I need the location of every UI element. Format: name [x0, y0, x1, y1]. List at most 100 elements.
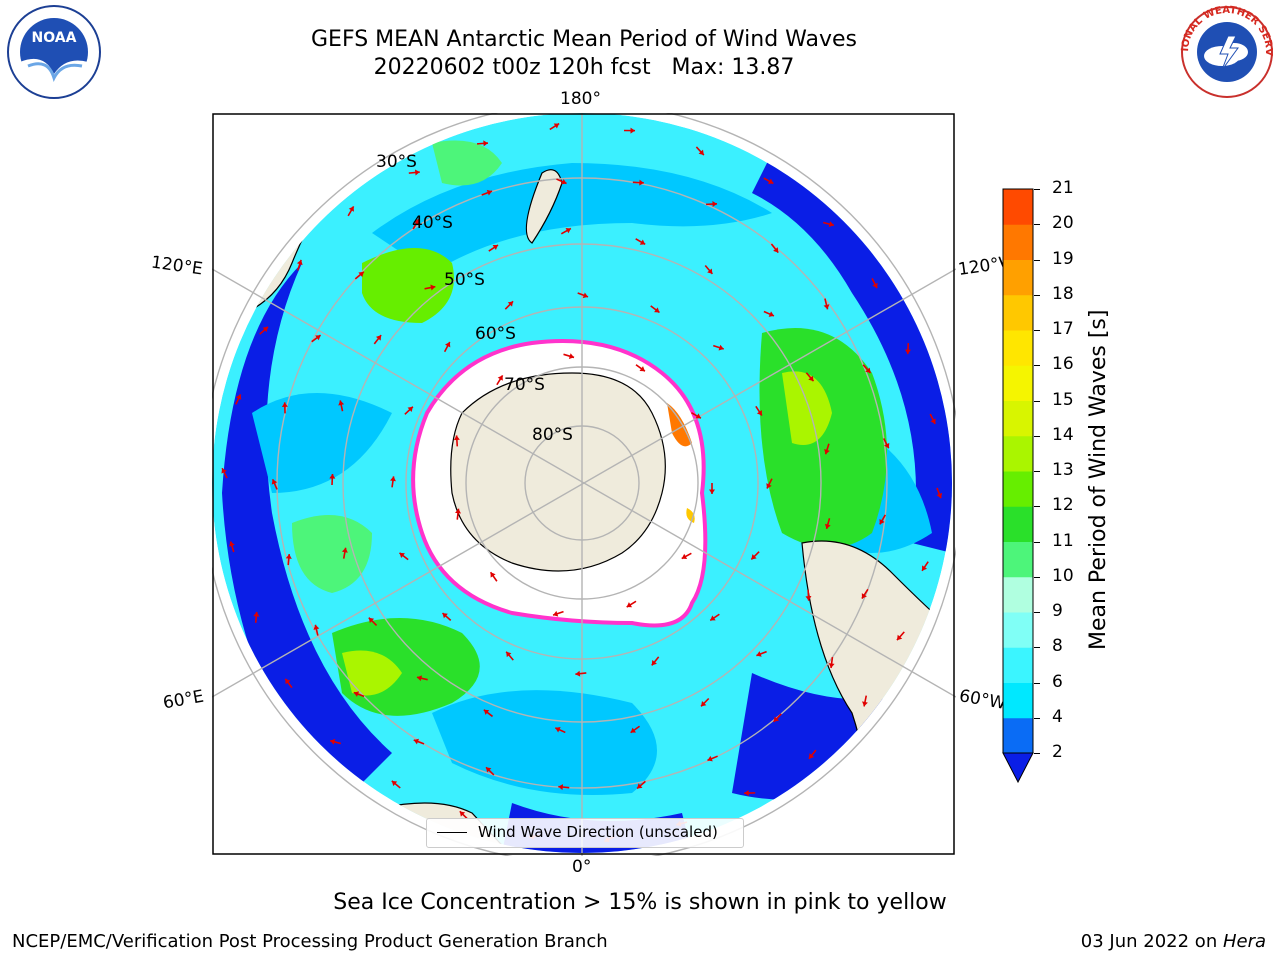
wind-wave-arrow [453, 435, 460, 447]
wind-wave-arrow [549, 122, 560, 131]
colorbar-tick-label: 20 [1052, 213, 1074, 234]
colorbar-tick [1034, 294, 1040, 296]
colorbar-tick-label: 10 [1052, 565, 1074, 586]
colorbar-tick [1034, 224, 1040, 226]
wind-wave-arrow [823, 298, 830, 310]
wind-wave-arrow [284, 678, 293, 689]
wind-wave-arrow [681, 552, 692, 560]
wind-wave-arrow [389, 476, 396, 488]
wind-wave-arrow [861, 588, 869, 600]
colorbar [1002, 188, 1034, 784]
wind-wave-arrow [556, 178, 567, 185]
wind-wave-arrow [373, 334, 382, 345]
wind-wave-arrow [862, 695, 868, 707]
colorbar-tick-label: 12 [1052, 495, 1074, 516]
colorbar-tick-label: 9 [1052, 601, 1063, 621]
wind-wave-arrow [630, 725, 641, 734]
wind-wave-arrow [496, 374, 504, 386]
colorbar-tick-label: 2 [1052, 742, 1063, 762]
wind-wave-arrow [341, 547, 348, 559]
chart-title: GEFS MEAN Antarctic Mean Period of Wind … [311, 27, 857, 52]
colorbar-segment [1003, 330, 1033, 366]
colorbar-tick [1034, 647, 1040, 649]
nws-logo: NATIONAL WEATHER SERVICE [1178, 4, 1274, 98]
wind-wave-arrow [481, 189, 493, 196]
wind-wave-arrow [424, 284, 436, 291]
wind-wave-arrow [412, 218, 420, 230]
wind-wave-arrow [756, 650, 767, 657]
wind-wave-arrow [259, 326, 269, 335]
wind-wave-arrow [871, 277, 878, 289]
colorbar-tick-label: 16 [1052, 354, 1074, 375]
colorbar-tick [1034, 682, 1040, 684]
colorbar-segment [1003, 224, 1033, 260]
wind-wave-arrow [416, 675, 428, 682]
colorbar-tick [1034, 400, 1040, 402]
colorbar-tick [1034, 435, 1040, 437]
wind-wave-arrow [404, 406, 414, 415]
wind-wave-arrow [560, 227, 572, 235]
colorbar-tick [1034, 330, 1040, 331]
lon-label-180: 180° [560, 89, 601, 109]
colorbar-segment [1003, 647, 1033, 683]
wind-wave-arrow [575, 670, 587, 677]
wind-wave-arrow [399, 552, 409, 561]
lon-label-0: 0° [572, 857, 592, 877]
wind-wave-arrow [929, 413, 936, 425]
wind-wave-arrow [485, 766, 495, 776]
wind-wave-arrow [650, 305, 660, 314]
wind-wave-arrow [563, 353, 575, 360]
wind-wave-arrow [408, 169, 420, 176]
wind-wave-arrow [690, 412, 702, 419]
footer-date: 03 Jun 2022 on Hera [1081, 931, 1266, 952]
lon-label-120e: 120°E [149, 252, 204, 280]
wind-wave-arrow [483, 709, 494, 718]
colorbar-tick [1034, 259, 1040, 261]
colorbar-tick [1034, 471, 1040, 472]
wind-wave-arrow [489, 571, 498, 582]
colorbar-tick-label: 14 [1052, 424, 1074, 445]
colorbar-label: Mean Period of Wind Waves [s] [1086, 309, 1111, 650]
legend-label: Wind Wave Direction (unscaled) [478, 823, 718, 841]
wind-wave-arrow [635, 364, 646, 372]
wind-wave-arrow [709, 613, 720, 622]
wind-wave-arrow [488, 244, 499, 252]
colorbar-tick-label: 18 [1052, 283, 1074, 304]
wind-wave-arrow [632, 179, 644, 186]
wind-wave-arrow [635, 238, 646, 246]
chart-subtitle: 20220602 t00z 120h fcst Max: 13.87 [373, 55, 795, 80]
colorbar-tick-label: 8 [1052, 636, 1063, 657]
wind-wave-arrow [822, 221, 835, 228]
wind-wave-arrow [329, 738, 342, 745]
wind-wave-arrow [896, 631, 905, 641]
lat-label-40s: 40°S [412, 213, 453, 233]
lat-label-70s: 70°S [504, 375, 545, 395]
wind-wave-arrow [443, 341, 451, 353]
lat-label-60s: 60°S [475, 324, 516, 344]
map-frame [212, 113, 955, 855]
colorbar-segment [1003, 259, 1033, 296]
colorbar-segment [1003, 400, 1033, 437]
wind-wave-arrow [763, 177, 774, 185]
colorbar-tick-label: 21 [1052, 178, 1074, 198]
wind-wave-arrow [651, 656, 660, 666]
wind-wave-arrow [368, 617, 378, 627]
wind-wave-arrow [936, 487, 943, 499]
wind-wave-arrow [552, 610, 564, 617]
wind-wave-arrow [505, 651, 514, 661]
wind-wave-arrow [347, 205, 355, 217]
wind-wave-arrow [883, 438, 890, 449]
colorbar-segment [1003, 294, 1033, 331]
noaa-logo: NOAA [7, 5, 101, 99]
wind-wave-arrow [354, 271, 365, 280]
wind-wave-arrow [558, 784, 570, 791]
colorbar-segment [1003, 612, 1033, 648]
colorbar-segment [1003, 576, 1033, 613]
wind-wave-arrow [338, 400, 345, 412]
footer-credit: NCEP/EMC/Verification Post Processing Pr… [12, 931, 608, 952]
wind-wave-arrow [805, 372, 815, 382]
wind-wave-arrow [235, 394, 242, 405]
colorbar-tick [1034, 576, 1040, 578]
wind-wave-arrow [554, 726, 566, 734]
sea-ice-caption: Sea Ice Concentration > 15% is shown in … [333, 890, 947, 915]
